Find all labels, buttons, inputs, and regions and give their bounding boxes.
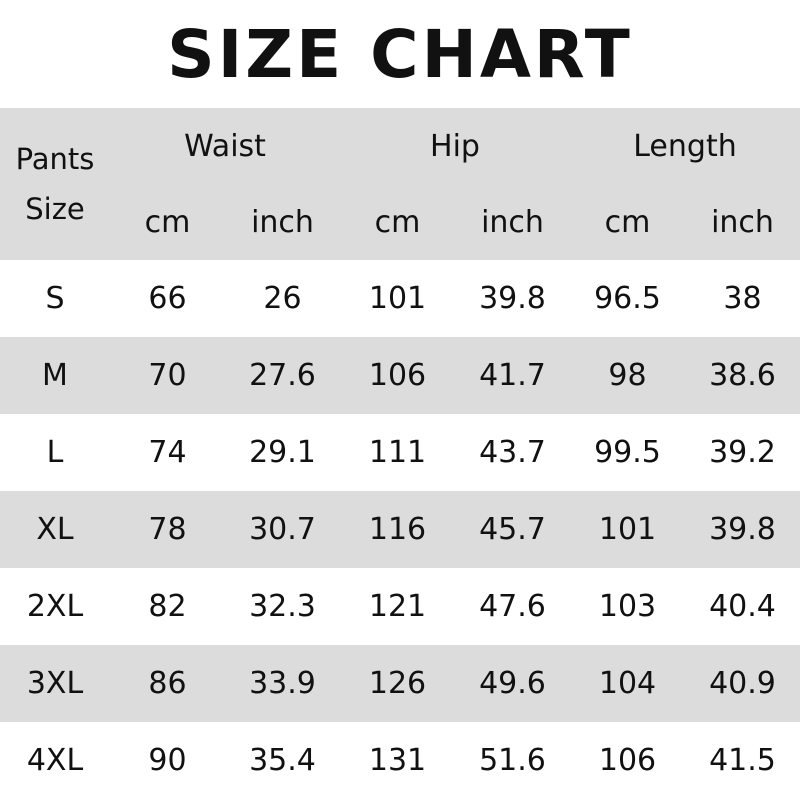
measurement-cell: 45.7 [479, 512, 546, 547]
measurement-cell: 70 [148, 358, 187, 393]
measurement-cell: 104 [598, 666, 657, 701]
measurement-cell: 66 [148, 281, 187, 316]
measurement-cell: 86 [148, 666, 187, 701]
measurement-cell: 126 [368, 666, 427, 701]
unit-header: inch [251, 204, 314, 240]
measurement-cell: 39.8 [709, 512, 776, 547]
unit-header: cm [604, 204, 651, 240]
measurement-cell: 38.6 [709, 358, 776, 393]
size-cell: 4XL [26, 743, 84, 778]
size-cell: 2XL [26, 589, 84, 624]
measurement-cell: 27.6 [249, 358, 316, 393]
unit-header: inch [711, 204, 774, 240]
measurement-cell: 41.5 [709, 743, 776, 778]
measurement-cell: 111 [368, 435, 427, 470]
measurement-cell: 35.4 [249, 743, 316, 778]
measurement-cell: 101 [368, 281, 427, 316]
table-row: XL 78 30.7 116 45.7 101 39.8 [0, 491, 800, 568]
measurement-cell: 41.7 [479, 358, 546, 393]
table-row: L 74 29.1 111 43.7 99.5 39.2 [0, 414, 800, 491]
measurement-cell: 49.6 [479, 666, 546, 701]
size-cell: 3XL [26, 666, 84, 701]
measurement-cell: 32.3 [249, 589, 316, 624]
measurement-cell: 106 [368, 358, 427, 393]
size-cell: M [42, 358, 68, 393]
measurement-cell: 121 [368, 589, 427, 624]
table-row: 4XL 90 35.4 131 51.6 106 41.5 [0, 722, 800, 799]
size-table: Pants Size Waist Hip Length cm inch cm i… [0, 108, 800, 799]
measurement-cell: 43.7 [479, 435, 546, 470]
measurement-cell: 101 [598, 512, 657, 547]
measurement-cell: 82 [148, 589, 187, 624]
table-row: M 70 27.6 106 41.7 98 38.6 [0, 337, 800, 414]
measurement-cell: 30.7 [249, 512, 316, 547]
measurement-cell: 29.1 [249, 435, 316, 470]
measurement-cell: 39.2 [709, 435, 776, 470]
measurement-cell: 98 [608, 358, 647, 393]
size-cell: S [45, 281, 65, 316]
table-row: 3XL 86 33.9 126 49.6 104 40.9 [0, 645, 800, 722]
measurement-cell: 33.9 [249, 666, 316, 701]
measurement-cell: 74 [148, 435, 187, 470]
group-header-hip: Hip [430, 128, 480, 164]
group-header-waist: Waist [184, 128, 266, 164]
size-header-line1: Pants [15, 142, 95, 176]
measurement-cell: 40.4 [709, 589, 776, 624]
size-cell: L [46, 435, 64, 470]
measurement-cell: 51.6 [479, 743, 546, 778]
measurement-cell: 131 [368, 743, 427, 778]
measurement-cell: 47.6 [479, 589, 546, 624]
measurement-cell: 39.8 [479, 281, 546, 316]
measurement-cell: 38 [723, 281, 762, 316]
table-row: 2XL 82 32.3 121 47.6 103 40.4 [0, 568, 800, 645]
size-column-header: Pants Size [0, 108, 110, 260]
measurement-cell: 116 [368, 512, 427, 547]
size-cell: XL [36, 512, 74, 547]
group-header-length: Length [633, 128, 737, 164]
page-title: SIZE CHART [167, 15, 633, 93]
table-row: S 66 26 101 39.8 96.5 38 [0, 260, 800, 337]
measurement-cell: 40.9 [709, 666, 776, 701]
measurement-cell: 106 [598, 743, 657, 778]
measurement-cell: 99.5 [594, 435, 661, 470]
unit-header: cm [374, 204, 421, 240]
size-header-line2: Size [25, 192, 85, 226]
measurement-cell: 103 [598, 589, 657, 624]
measurement-cell: 90 [148, 743, 187, 778]
measurement-cell: 26 [263, 281, 302, 316]
unit-header: cm [144, 204, 191, 240]
unit-header: inch [481, 204, 544, 240]
measurement-cell: 96.5 [594, 281, 661, 316]
measurement-cell: 78 [148, 512, 187, 547]
